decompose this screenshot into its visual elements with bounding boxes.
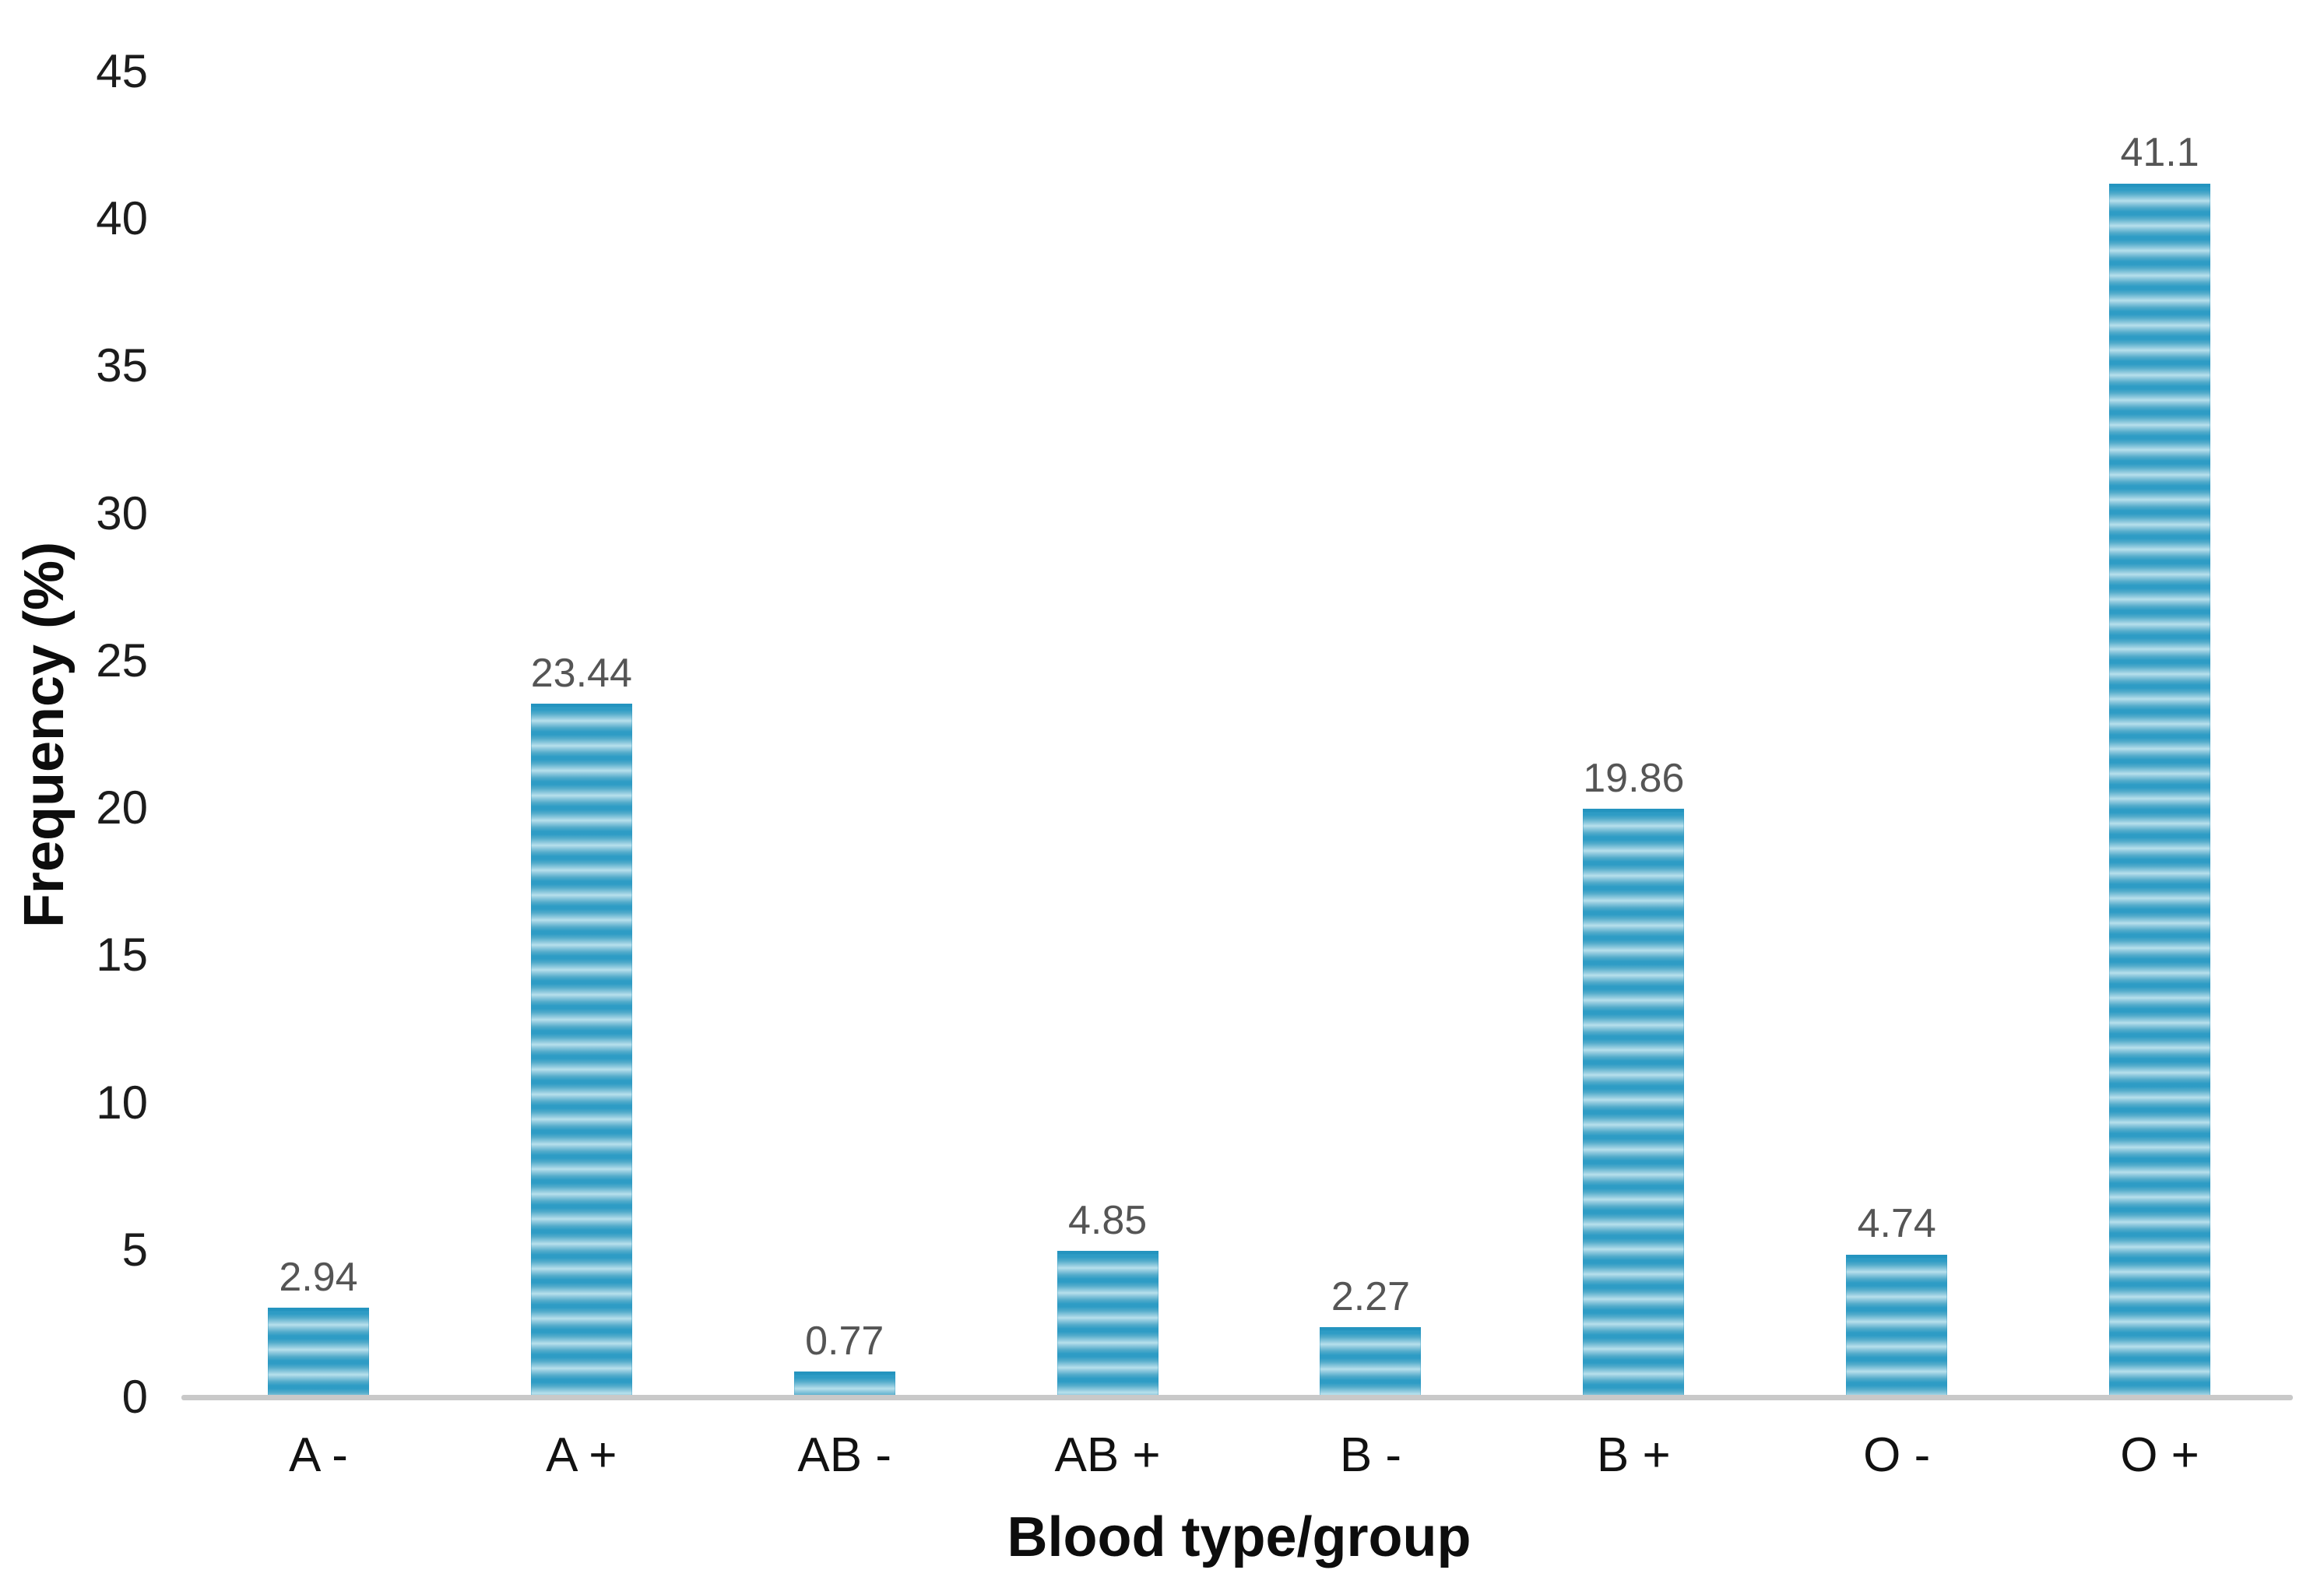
category-label-B+: B +: [1596, 1428, 1671, 1482]
x-axis-line: [181, 1395, 2293, 1400]
category-label-A+: A +: [546, 1428, 617, 1482]
category-label-A-: A -: [289, 1428, 348, 1482]
bar-value-label-A+: 23.44: [530, 650, 632, 696]
bar-slot-O-: 4.74: [1765, 72, 2028, 1397]
bar-B-: [1320, 1327, 1422, 1397]
y-tick-label-5: 5: [121, 1223, 148, 1276]
bar-value-label-A-: 2.94: [279, 1254, 358, 1300]
category-label-O-: O -: [1863, 1428, 1931, 1482]
y-tick-label-15: 15: [96, 929, 148, 982]
bar-slot-B-: 2.27: [1239, 72, 1503, 1397]
y-tick-label-25: 25: [96, 634, 148, 687]
y-tick-label-35: 35: [96, 339, 148, 392]
bar-A-: [267, 1307, 369, 1397]
bar-slot-AB-: 0.77: [713, 72, 976, 1397]
bar-slot-AB+: 4.85: [976, 72, 1239, 1397]
bar-B+: [1583, 809, 1685, 1397]
y-tick-label-10: 10: [96, 1076, 148, 1129]
y-tick-label-45: 45: [96, 45, 148, 97]
bar-value-label-B-: 2.27: [1331, 1273, 1411, 1319]
x-axis-title: Blood type/group: [1007, 1506, 1471, 1568]
bar-O-: [1846, 1254, 1948, 1397]
y-tick-label-20: 20: [96, 781, 148, 834]
category-label-B-: B -: [1339, 1428, 1402, 1482]
bar-slot-A+: 23.44: [450, 72, 713, 1397]
bar-slot-A-: 2.94: [187, 72, 450, 1397]
bar-value-label-AB+: 4.85: [1067, 1198, 1148, 1244]
bar-slot-B+: 19.86: [1502, 72, 1765, 1397]
y-tick-label-30: 30: [96, 486, 148, 539]
x-axis-category-labels: A - A + AB - AB + B - B + O - O +: [187, 1428, 2291, 1482]
y-tick-label-0: 0: [121, 1371, 148, 1423]
bar-A+: [530, 703, 632, 1397]
y-axis-title: Frequency (%): [13, 541, 76, 929]
y-tick-label-40: 40: [96, 192, 148, 245]
bar-slot-O+: 41.1: [2028, 72, 2291, 1397]
bar-AB+: [1057, 1251, 1158, 1397]
bar-O+: [2109, 183, 2211, 1397]
bar-value-label-AB-: 0.77: [805, 1318, 884, 1364]
bar-value-label-O-: 4.74: [1857, 1201, 1936, 1247]
bar-value-label-O+: 41.1: [2120, 130, 2199, 176]
bar-value-label-B+: 19.86: [1583, 756, 1685, 802]
category-label-AB-: AB -: [797, 1428, 891, 1482]
category-label-AB+: AB +: [1054, 1428, 1161, 1482]
plot-area: 2.94 23.44 0.77 4.85 2.27 19.86 4.74 41.1: [187, 72, 2291, 1397]
bar-AB-: [793, 1371, 895, 1397]
category-label-O+: O +: [2120, 1428, 2199, 1482]
